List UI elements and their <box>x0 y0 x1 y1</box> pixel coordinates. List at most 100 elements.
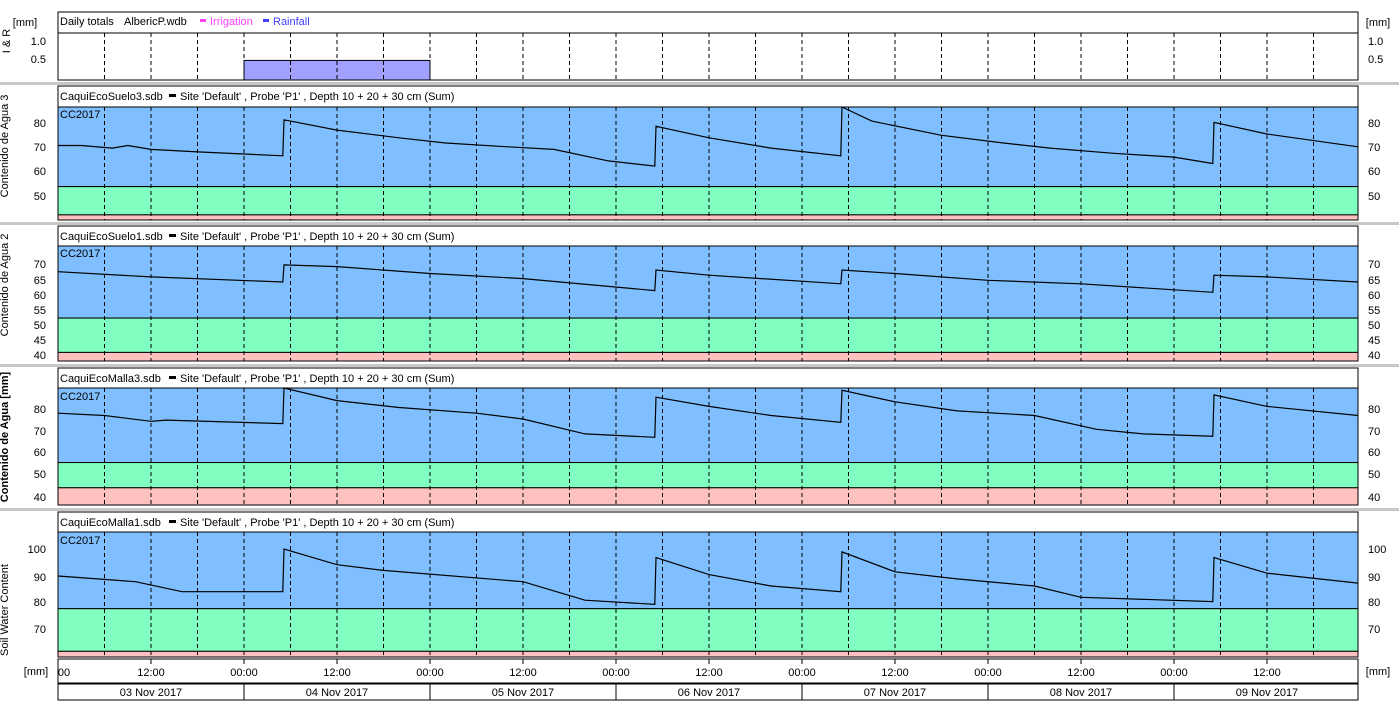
panel3-band <box>57 462 1359 489</box>
panel1-ytick-left: 50 <box>34 191 46 203</box>
panel1-band <box>57 214 1359 221</box>
panel4-header-series: Site 'Default' , Probe 'P1' , Depth 10 +… <box>180 517 454 529</box>
date-label: 07 Nov 2017 <box>864 687 926 699</box>
rain-y-axis-label: I & R <box>1 29 13 54</box>
panel3-ytick-left: 40 <box>34 492 46 504</box>
panel2-ytick-left: 70 <box>34 259 46 271</box>
irrigation-legend-label[interactable]: Irrigation <box>210 16 253 28</box>
date-label: 06 Nov 2017 <box>678 687 740 699</box>
panel1-header-series: Site 'Default' , Probe 'P1' , Depth 10 +… <box>180 91 454 103</box>
rainfall-legend-label[interactable]: Rainfall <box>273 16 310 28</box>
panel2-ytick-right: 60 <box>1368 290 1380 302</box>
panel3-band-tag: CC2017 <box>60 391 100 403</box>
hour-tick-label: 00:00 <box>416 667 444 679</box>
hour-tick-label: 00:00 <box>974 667 1002 679</box>
panel4-band-tag: CC2017 <box>60 535 100 547</box>
hour-tick-label: 00 <box>58 667 70 679</box>
date-axis-frame <box>57 683 1359 701</box>
panel2-ytick-right: 45 <box>1368 335 1380 347</box>
panel2-ytick-right: 50 <box>1368 320 1380 332</box>
panel3-ytick-right: 80 <box>1368 404 1380 416</box>
panel3-ytick-left: 60 <box>34 447 46 459</box>
panel4-band <box>57 650 1359 658</box>
panel2-ytick-right: 55 <box>1368 305 1380 317</box>
panel-separator <box>0 222 1399 225</box>
chart-backgrounds <box>0 11 1399 701</box>
panel4-y-axis-label: Soil Water Content <box>0 564 11 656</box>
panel4-legend-swatch <box>169 520 176 523</box>
time-axis-unit-left: [mm] <box>24 666 48 678</box>
panel1-band-tag: CC2017 <box>60 109 100 121</box>
panel4-header-file: CaquiEcoMalla1.sdb <box>60 517 161 529</box>
panel1-header-file: CaquiEcoSuelo3.sdb <box>60 91 163 103</box>
panel2-y-axis-label: Contenido de Agua 2 <box>0 234 11 337</box>
panel4-band <box>57 531 1359 610</box>
panel2-ytick-right: 65 <box>1368 275 1380 287</box>
panel1-ytick-left: 70 <box>34 142 46 154</box>
panel1-series-line[interactable] <box>58 106 1359 167</box>
panel4-ytick-right: 100 <box>1368 544 1386 556</box>
panel2-ytick-left: 40 <box>34 350 46 362</box>
panel4-ytick-right: 70 <box>1368 624 1380 636</box>
panel2-legend-swatch <box>169 234 176 237</box>
panel1-ytick-right: 80 <box>1368 118 1380 130</box>
rain-unit-left: [mm] <box>13 17 37 29</box>
panel4-ytick-left: 70 <box>34 624 46 636</box>
rain-header-title: Daily totals <box>60 16 114 28</box>
hour-tick-label: 12:00 <box>509 667 537 679</box>
panel1-band <box>57 106 1359 188</box>
panel2-header-file: CaquiEcoSuelo1.sdb <box>60 231 163 243</box>
date-label: 03 Nov 2017 <box>120 687 182 699</box>
panel-separator <box>0 508 1399 511</box>
panel2-band <box>57 317 1359 353</box>
panel-separator <box>0 82 1399 85</box>
rain-unit-right: [mm] <box>1366 17 1390 29</box>
panel2-ytick-left: 50 <box>34 320 46 332</box>
panel3-series-line[interactable] <box>57 387 1359 438</box>
panel3-ytick-right: 50 <box>1368 469 1380 481</box>
panel3-ytick-left: 50 <box>34 469 46 481</box>
panel3-band <box>57 387 1359 464</box>
panel2-ytick-left: 65 <box>34 275 46 287</box>
time-axis-unit-right: [mm] <box>1366 666 1390 678</box>
panel2-ytick-right: 40 <box>1368 350 1380 362</box>
panel3-ytick-left: 80 <box>34 404 46 416</box>
panel4-ytick-left: 90 <box>34 572 46 584</box>
panel2-header-series: Site 'Default' , Probe 'P1' , Depth 10 +… <box>180 231 454 243</box>
time-axis: 00 12:00 00:00 12:00 00:00 12:00 00:00 12:00 00:… <box>58 659 1298 700</box>
panel1-band <box>57 186 1359 216</box>
panel3-legend-swatch <box>169 376 176 379</box>
panel1-y-axis-label: Contenido de Agua 3 <box>0 95 11 198</box>
panel2-ytick-left: 45 <box>34 335 46 347</box>
panel3-band <box>57 487 1359 506</box>
irrigation-legend-swatch <box>200 19 206 22</box>
hour-tick-label: 00:00 <box>230 667 258 679</box>
panel4-band <box>57 608 1359 652</box>
panel4-ytick-right: 80 <box>1368 597 1380 609</box>
hour-tick-label: 00:00 <box>788 667 816 679</box>
hour-tick-label: 00:00 <box>602 667 630 679</box>
panel1-ytick-right: 60 <box>1368 166 1380 178</box>
panel1-ytick-right: 50 <box>1368 191 1380 203</box>
rain-ytick-right: 0.5 <box>1368 54 1383 66</box>
panel4-ytick-left: 80 <box>34 597 46 609</box>
rain-ytick-left: 0.5 <box>31 54 46 66</box>
hour-tick-label: 12:00 <box>695 667 723 679</box>
hour-tick-label: 00:00 <box>1160 667 1188 679</box>
panel1-ytick-left: 60 <box>34 166 46 178</box>
panel1-legend-swatch <box>169 94 176 97</box>
panel3-ytick-right: 40 <box>1368 492 1380 504</box>
hour-tick-label: 12:00 <box>881 667 909 679</box>
hour-tick-label: 12:00 <box>137 667 165 679</box>
hour-tick-label: 12:00 <box>1253 667 1281 679</box>
panel3-ytick-right: 60 <box>1368 447 1380 459</box>
panel3-header-series: Site 'Default' , Probe 'P1' , Depth 10 +… <box>180 373 454 385</box>
panel3-header-file: CaquiEcoMalla3.sdb <box>60 373 161 385</box>
panel2-ytick-right: 70 <box>1368 259 1380 271</box>
date-label: 08 Nov 2017 <box>1050 687 1112 699</box>
chart-marks <box>57 33 1359 657</box>
panel2-band <box>57 245 1359 319</box>
rainfall-legend-swatch <box>263 19 269 22</box>
